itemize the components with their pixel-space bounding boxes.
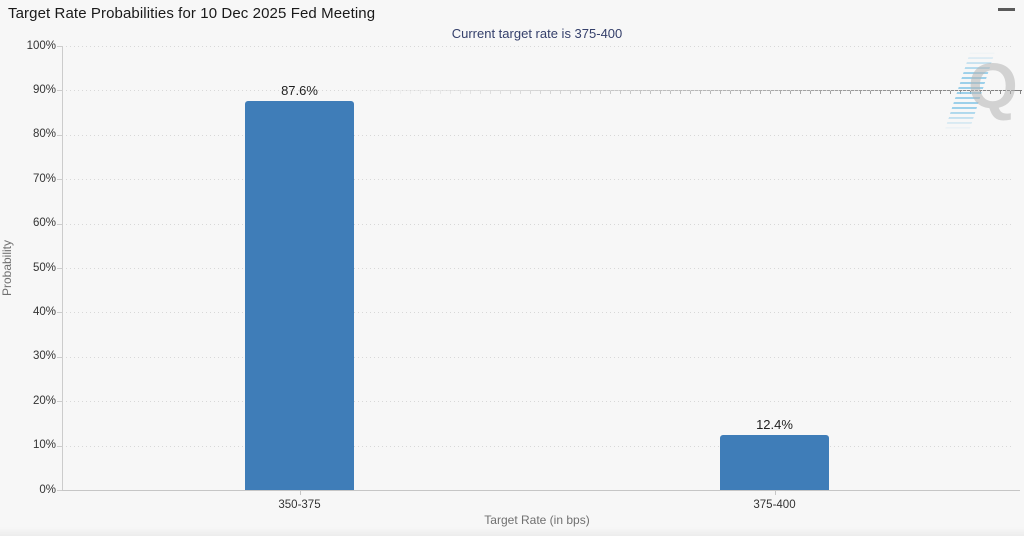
y-gridline [62,46,1012,47]
y-gridline [62,356,1012,358]
y-axis-tick [57,356,62,358]
y-gridline [62,90,1012,92]
bottom-shade [0,527,1024,536]
y-axis-label: 100% [26,39,56,52]
x-axis-title: Target Rate (in bps) [484,513,590,527]
y-gridline [62,312,1012,314]
y-axis-tick [57,90,62,92]
y-axis-tick [57,490,62,491]
y-axis-tick [57,179,62,181]
x-axis-line [62,490,1020,491]
chart-title: Target Rate Probabilities for 10 Dec 202… [8,5,376,22]
bar[interactable] [720,434,829,490]
y-axis-tick [57,46,62,47]
quikstrike-watermark-icon: Q [968,50,1018,122]
x-axis-label: 375-400 [753,499,796,511]
y-axis-label: 10% [32,439,56,452]
y-axis-tick [57,268,62,269]
y-gridline [62,134,1012,136]
y-axis-tick [57,445,62,447]
y-gridline [62,223,1012,225]
y-axis-tick [57,223,62,225]
y-axis-label: 90% [32,83,56,96]
chart-menu-button[interactable] [998,7,1015,22]
y-gridline [62,445,1012,447]
y-axis-title: Probability [0,239,14,297]
bar[interactable] [245,101,354,490]
y-axis-label: 70% [32,172,56,185]
y-gridline [62,179,1012,181]
bar-value-label: 12.4% [756,416,793,432]
x-axis-tick [774,490,776,495]
y-axis-label: 0% [39,483,56,496]
y-axis-label: 60% [32,217,56,230]
y-axis-tick [57,401,62,403]
x-axis-label: 350-375 [278,499,321,511]
chart-subtitle: Current target rate is 375-400 [451,26,623,41]
y-axis-tick [57,134,62,136]
y-axis-label: 40% [32,305,56,318]
watermark-ruler-ticks [350,91,1022,94]
y-axis-label: 50% [32,261,56,274]
y-axis-label: 80% [32,128,56,141]
y-gridline [62,401,1012,403]
x-axis-tick [299,490,301,495]
y-axis-label: 20% [32,394,56,407]
bar-value-label: 87.6% [281,83,318,99]
y-axis-tick [57,312,62,314]
y-gridline [62,268,1012,269]
y-axis-label: 30% [32,350,56,363]
y-axis-line [62,46,63,490]
